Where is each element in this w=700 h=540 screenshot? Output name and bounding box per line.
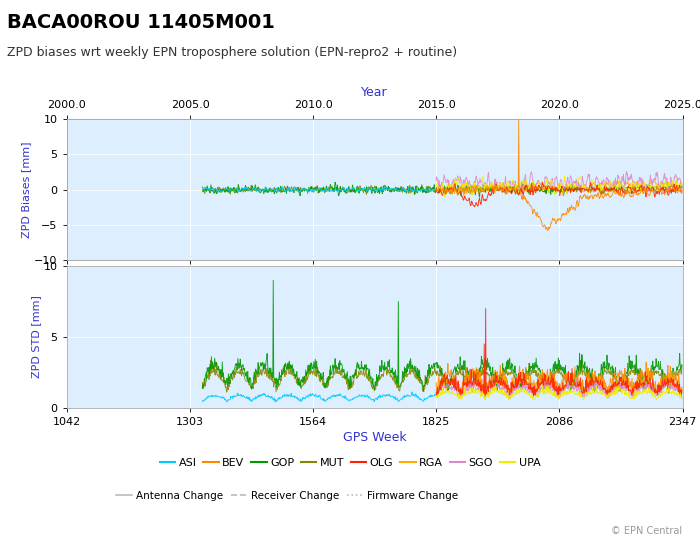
X-axis label: GPS Week: GPS Week	[343, 431, 406, 444]
Legend: ASI, BEV, GOP, MUT, OLG, RGA, SGO, UPA: ASI, BEV, GOP, MUT, OLG, RGA, SGO, UPA	[155, 454, 545, 472]
Text: BACA00ROU 11405M001: BACA00ROU 11405M001	[7, 14, 275, 32]
Legend: Antenna Change, Receiver Change, Firmware Change: Antenna Change, Receiver Change, Firmwar…	[111, 487, 463, 505]
Text: © EPN Central: © EPN Central	[611, 525, 682, 536]
X-axis label: Year: Year	[361, 86, 388, 99]
Text: ZPD biases wrt weekly EPN troposphere solution (EPN-repro2 + routine): ZPD biases wrt weekly EPN troposphere so…	[7, 46, 457, 59]
Y-axis label: ZPD STD [mm]: ZPD STD [mm]	[31, 295, 41, 379]
Y-axis label: ZPD Biases [mm]: ZPD Biases [mm]	[21, 141, 32, 238]
